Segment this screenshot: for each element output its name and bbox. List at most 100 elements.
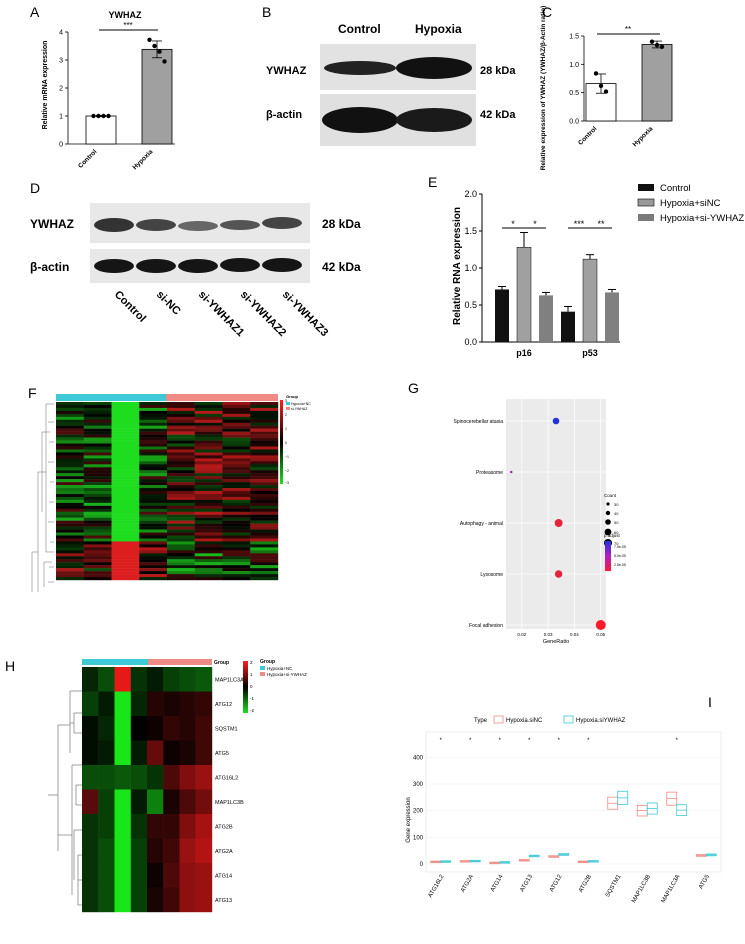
blot-b-col-hypoxia: Hypoxia <box>415 22 462 36</box>
heatmap-cell <box>194 556 223 560</box>
heatmap-cell <box>222 493 251 498</box>
bar <box>561 311 575 342</box>
heatmap-cell <box>114 716 131 741</box>
scale-tick: −3 <box>285 481 289 485</box>
heatmap-cell <box>167 413 195 418</box>
heatmap-cell <box>222 404 251 409</box>
heatmap-cell <box>195 814 213 839</box>
heatmap-cell <box>250 485 279 489</box>
heatmap-cell <box>83 491 112 495</box>
heatmap-cell <box>130 863 148 888</box>
heatmap-cell <box>56 443 84 447</box>
heatmap-cell <box>111 402 140 406</box>
heatmap-cell <box>83 461 112 465</box>
heatmap-cell <box>222 526 251 530</box>
heatmap-cell <box>194 458 223 462</box>
heatmap-cell <box>167 508 195 512</box>
heatmap-cell <box>139 416 168 420</box>
heatmap-cell <box>222 544 251 548</box>
blot-d-kda1: 28 kDa <box>322 217 361 231</box>
heatmap-cell <box>250 437 279 441</box>
heatmap-cell <box>139 511 168 515</box>
heatmap-cell <box>250 505 279 509</box>
sig-label: * <box>587 738 590 744</box>
y-tick-label: Focal adhesion <box>469 623 503 629</box>
heatmap-cell <box>147 716 164 741</box>
x-tick-label: ATG13 <box>520 873 535 893</box>
heatmap-cell <box>167 502 195 507</box>
heatmap-cell <box>194 455 223 459</box>
heatmap-cell <box>222 535 251 539</box>
panel-e-ylabel: Relative RNA expression <box>452 207 463 325</box>
panel-a-title: YWHAZ <box>109 10 142 20</box>
heatmap-cell <box>83 541 112 545</box>
dot <box>552 417 560 425</box>
heatmap-cell <box>179 765 196 790</box>
blot-b-col-control: Control <box>338 22 381 36</box>
data-point <box>659 44 665 49</box>
heatmap-cell <box>250 413 279 418</box>
heatmap-cell <box>111 416 140 420</box>
heatmap-cell <box>83 422 112 426</box>
heatmap-cell <box>56 553 84 557</box>
heatmap-cell <box>222 499 251 504</box>
bar <box>141 48 173 145</box>
heatmap-cell <box>250 517 279 521</box>
y-tick-label: 0 <box>420 862 424 868</box>
heatmap-cell <box>179 740 196 766</box>
heatmap-h-dendrogram <box>48 690 82 906</box>
heatmap-f-legend-nc: Hypoxia+NC <box>291 402 311 406</box>
heatmap-cell <box>194 529 223 533</box>
heatmap-cell <box>139 559 168 563</box>
heatmap-cell <box>167 505 195 509</box>
scale-tick: 3 <box>285 399 287 403</box>
heatmap-cell <box>139 458 168 462</box>
data-point <box>106 113 111 119</box>
heatmap-cell <box>147 667 164 692</box>
heatmap-cell <box>130 740 148 766</box>
heatmap-cell <box>194 493 223 498</box>
heatmap-cell <box>194 410 223 415</box>
heatmap-cell <box>222 443 251 447</box>
gene-label: MAP1LC3A <box>215 677 244 683</box>
scale-tick: −2 <box>285 469 289 473</box>
size-legend-label: 60 <box>614 530 619 535</box>
heatmap-cell <box>83 502 112 507</box>
heatmap-cell <box>82 716 99 741</box>
heatmap-cell <box>56 434 84 438</box>
heatmap-cell <box>195 863 213 888</box>
heatmap-h-legend-title: Group <box>260 659 275 665</box>
heatmap-cell <box>167 443 195 447</box>
heatmap-cell <box>98 863 115 888</box>
heatmap-cell <box>250 568 279 572</box>
heatmap-cell <box>98 691 115 717</box>
panel-b-blot: Control Hypoxia YWHAZ β-actin 28 kDa 42 … <box>258 12 538 152</box>
heatmap-cell <box>195 667 213 692</box>
heatmap-h-legend-si: Hypoxia+si-YWHAZ <box>267 672 307 677</box>
heatmap-cell <box>111 434 140 438</box>
heatmap-cell <box>111 407 140 412</box>
heatmap-f-group-bar-si <box>166 394 278 401</box>
blot-d-band <box>136 259 176 273</box>
heatmap-cell <box>250 493 279 498</box>
x-tick-label: SQSTM1 <box>605 873 623 898</box>
heatmap-cell <box>83 496 112 501</box>
heatmap-cell <box>56 404 84 409</box>
heatmap-cell <box>250 535 279 539</box>
blot-d-lane-4: si-YWHAZ3 <box>280 289 330 339</box>
heatmap-cell <box>139 523 168 527</box>
y-tick-label: Proteasome <box>476 470 503 476</box>
heatmap-cell <box>222 502 251 507</box>
heatmap-cell <box>194 440 223 444</box>
heatmap-cell <box>139 428 168 432</box>
heatmap-cell <box>56 485 84 489</box>
heatmap-cell <box>83 446 112 450</box>
heatmap-cell <box>250 455 279 459</box>
heatmap-cell <box>83 479 112 483</box>
heatmap-cell <box>56 419 84 423</box>
heatmap-cell <box>194 496 223 501</box>
y-tick-label: 0.5 <box>464 300 477 310</box>
sig-label: * <box>676 738 679 744</box>
heatmap-cell <box>56 416 84 420</box>
y-tick-label: 1.5 <box>569 34 579 41</box>
